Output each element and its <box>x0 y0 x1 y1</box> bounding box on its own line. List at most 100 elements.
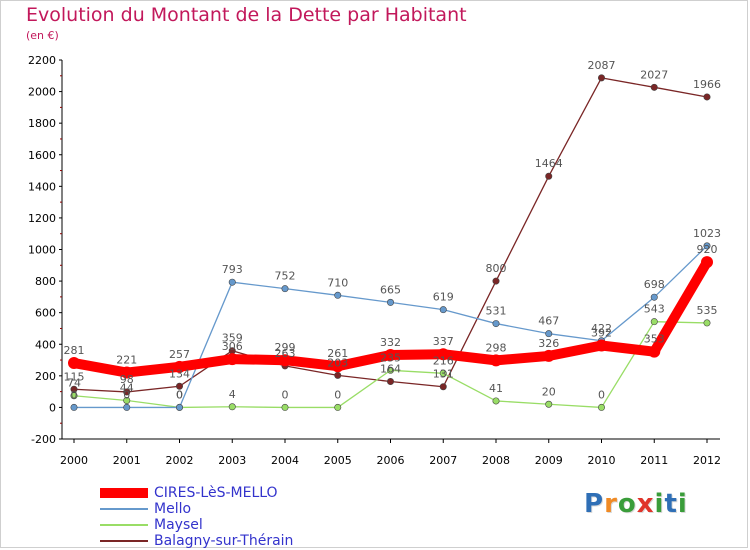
series-point-1 <box>386 298 394 306</box>
legend-swatch-mello <box>100 508 148 510</box>
series-point-2 <box>439 369 447 377</box>
data-label-3: 131 <box>433 368 454 381</box>
legend-label-maysel: Maysel <box>154 517 203 533</box>
legend-swatch-cires <box>100 488 148 498</box>
data-label-2: 44 <box>120 381 134 394</box>
x-tick-label: 2004 <box>271 454 299 467</box>
series-point-1 <box>281 285 289 293</box>
data-label-2: 4 <box>229 388 236 401</box>
series-point-1 <box>650 293 658 301</box>
y-tick-label: 1400 <box>28 180 56 193</box>
data-label-3: 98 <box>120 373 134 386</box>
series-point-3 <box>334 371 342 379</box>
series-point-2 <box>597 403 605 411</box>
data-label-0: 261 <box>327 347 348 360</box>
y-tick-label: 1200 <box>28 212 56 225</box>
data-label-0: 332 <box>380 336 401 349</box>
series-point-0 <box>331 360 344 373</box>
data-label-2: 535 <box>697 304 718 317</box>
data-label-0: 392 <box>591 327 612 340</box>
series-point-0 <box>542 349 555 362</box>
data-label-2: 0 <box>176 388 183 401</box>
data-label-0: 337 <box>433 335 454 348</box>
data-label-0: 298 <box>486 341 507 354</box>
x-tick-label: 2000 <box>60 454 88 467</box>
data-label-0: 353 <box>644 333 665 346</box>
x-tick-label: 2008 <box>482 454 510 467</box>
series-point-0 <box>437 348 450 361</box>
data-label-0: 281 <box>64 344 85 357</box>
series-point-1 <box>176 403 184 411</box>
data-label-3: 2027 <box>640 68 668 81</box>
x-tick-label: 2009 <box>535 454 563 467</box>
logo-letter: i <box>677 489 688 519</box>
data-label-2: 0 <box>282 388 289 401</box>
data-label-1: 698 <box>644 278 665 291</box>
series-point-1 <box>70 403 78 411</box>
y-tick-label: 1800 <box>28 117 56 130</box>
x-tick-label: 2006 <box>377 454 405 467</box>
data-label-1: 531 <box>486 305 507 318</box>
legend-label-balagny: Balagny-sur-Thérain <box>154 533 294 549</box>
series-point-2 <box>492 397 500 405</box>
series-point-1 <box>703 242 711 250</box>
data-label-3: 2087 <box>588 59 616 72</box>
series-point-0 <box>68 357 80 370</box>
series-point-2 <box>650 318 658 326</box>
legend-item-balagny: Balagny-sur-Thérain <box>100 533 293 549</box>
legend-item-mello: Mello <box>100 501 293 517</box>
y-tick-label: 1000 <box>28 244 56 257</box>
series-point-2 <box>281 403 289 411</box>
y-tick-label: 200 <box>35 370 56 383</box>
x-tick-label: 2003 <box>218 454 246 467</box>
data-label-3: 134 <box>169 367 190 380</box>
data-label-2: 216 <box>433 354 454 367</box>
data-label-3: 115 <box>64 370 85 383</box>
legend-item-cires: CIRES-LèS-MELLO <box>100 485 293 501</box>
series-point-1 <box>334 291 342 299</box>
series-point-3 <box>597 74 605 82</box>
data-label-0: 257 <box>169 348 190 361</box>
data-label-1: 467 <box>538 315 559 328</box>
y-tick-label: 1600 <box>28 149 56 162</box>
data-label-1: 0 <box>71 388 78 401</box>
series-point-0 <box>595 339 608 352</box>
data-label-2: 41 <box>489 382 503 395</box>
logo-letter: o <box>617 489 637 519</box>
legend-label-cires: CIRES-LèS-MELLO <box>154 485 278 501</box>
series-point-0 <box>701 256 713 269</box>
logo-letter: P <box>584 489 605 519</box>
series-point-2 <box>334 403 342 411</box>
series-point-2 <box>123 396 131 404</box>
data-label-3: 203 <box>327 356 348 369</box>
x-tick-label: 2005 <box>324 454 352 467</box>
series-point-0 <box>120 366 133 379</box>
series-point-1 <box>545 330 553 338</box>
proxiti-logo: Proxiti <box>584 489 688 519</box>
data-label-2: 74 <box>67 377 81 390</box>
data-label-1: 422 <box>591 322 612 335</box>
data-label-1: 0 <box>123 388 130 401</box>
series-point-0 <box>490 354 502 367</box>
y-tick-label: 800 <box>35 275 56 288</box>
series-point-0 <box>279 354 291 367</box>
data-label-0: 306 <box>222 340 243 353</box>
data-label-3: 359 <box>222 332 243 345</box>
data-label-0: 299 <box>275 341 296 354</box>
legend-swatch-balagny <box>100 540 148 542</box>
data-label-0: 326 <box>538 337 559 350</box>
data-label-1: 619 <box>433 291 454 304</box>
series-point-0 <box>648 345 661 358</box>
data-label-0: 920 <box>697 243 718 256</box>
logo-letter: t <box>664 489 678 519</box>
data-label-3: 164 <box>380 363 401 376</box>
x-tick-label: 2012 <box>693 454 721 467</box>
series-point-1 <box>492 320 500 328</box>
series-point-1 <box>228 278 236 286</box>
logo-letter: r <box>604 489 618 519</box>
legend: CIRES-LèS-MELLO Mello Maysel Balagny-sur… <box>100 485 293 549</box>
series-point-2 <box>70 392 78 400</box>
y-tick-label: 2000 <box>28 86 56 99</box>
